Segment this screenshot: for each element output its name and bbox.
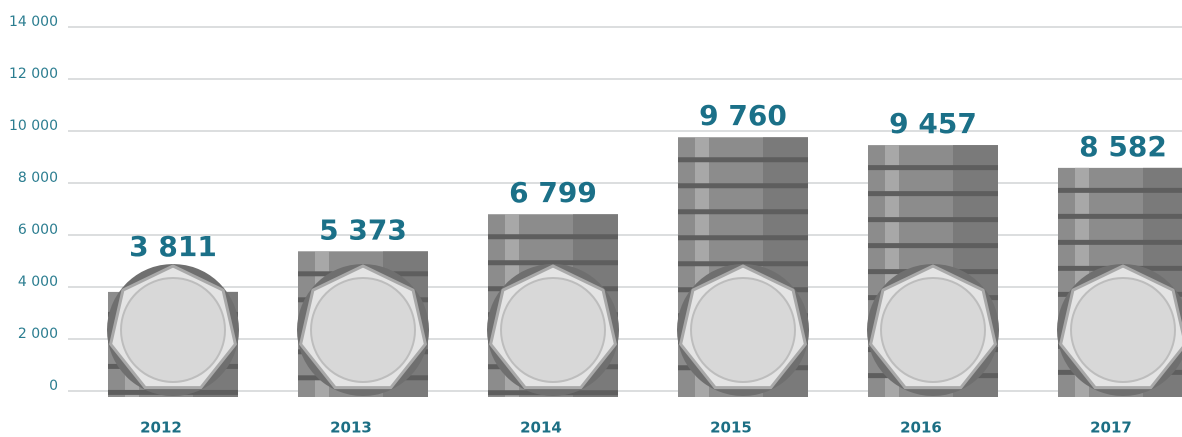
bar-stripe bbox=[868, 165, 998, 170]
bar-stripe bbox=[678, 183, 808, 188]
y-tick-label: 0 bbox=[49, 378, 58, 394]
bar-stripe bbox=[488, 234, 618, 239]
x-tick-label: 2012 bbox=[140, 419, 182, 437]
bar-stripe bbox=[868, 243, 998, 248]
chart: 0 2 000 4 000 6 000 8 000 10 000 12 000 14 000 2… bbox=[0, 0, 1182, 437]
y-tick-label: 8 000 bbox=[18, 170, 58, 186]
coin-face bbox=[311, 278, 415, 382]
coin-face bbox=[501, 278, 605, 382]
y-tick-label: 2 000 bbox=[18, 326, 58, 342]
x-tick-label: 2016 bbox=[900, 419, 942, 437]
bar-stripe bbox=[868, 217, 998, 222]
coin-face bbox=[1071, 278, 1175, 382]
x-tick-label: 2015 bbox=[710, 419, 752, 437]
y-tick-label: 10 000 bbox=[9, 118, 58, 134]
value-label: 5 373 bbox=[319, 213, 407, 246]
bar-stripe bbox=[1058, 214, 1182, 219]
coin-face bbox=[121, 278, 225, 382]
coin-face bbox=[691, 278, 795, 382]
x-tick-label: 2017 bbox=[1090, 419, 1132, 437]
bar-stripe bbox=[1058, 188, 1182, 193]
x-tick-label: 2013 bbox=[330, 419, 372, 437]
value-label: 9 760 bbox=[699, 99, 787, 132]
y-tick-label: 12 000 bbox=[9, 66, 58, 82]
y-tick-label: 4 000 bbox=[18, 274, 58, 290]
bar-stripe bbox=[868, 191, 998, 196]
y-tick-label: 6 000 bbox=[18, 222, 58, 238]
y-tick-label: 14 000 bbox=[9, 14, 58, 30]
bar-stripe bbox=[678, 235, 808, 240]
value-label: 6 799 bbox=[509, 176, 597, 209]
value-label: 3 811 bbox=[129, 230, 217, 263]
x-tick-label: 2014 bbox=[520, 419, 562, 437]
bar-stripe bbox=[1058, 240, 1182, 245]
coin-face bbox=[881, 278, 985, 382]
value-label: 9 457 bbox=[889, 107, 977, 140]
bar-stripe bbox=[678, 157, 808, 162]
bar-stripe bbox=[678, 209, 808, 214]
value-label: 8 582 bbox=[1079, 130, 1167, 163]
